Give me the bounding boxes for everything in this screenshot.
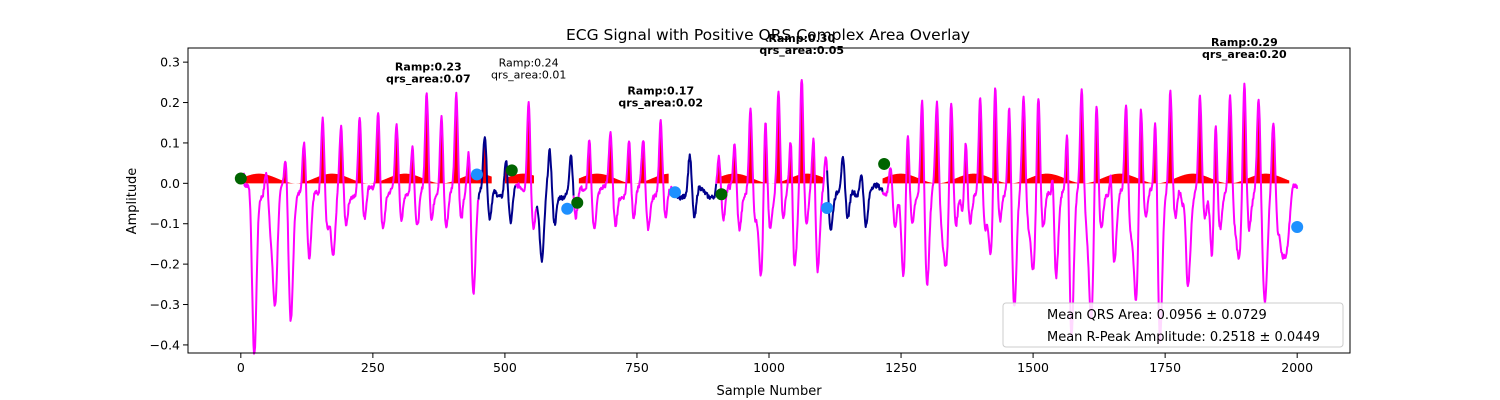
y-tick-label: −0.1 [150,216,180,231]
x-tick-label: 1250 [885,360,917,375]
qrs-offset-marker-1 [561,202,574,215]
qrs-offset-marker-0 [470,168,483,181]
ecg-signal-segment-2 [514,100,538,231]
y-tick-label: 0.0 [160,176,180,191]
ecg-signal-segment-7 [826,155,884,231]
ecg-signal-segment-3 [535,148,575,263]
x-tick-label: 250 [361,360,385,375]
peak-annotation-ramp-1: Ramp:0.24 [499,56,559,69]
peak-annotation-area-1: qrs_area:0.01 [491,68,566,81]
y-tick-label: −0.2 [150,257,180,272]
qrs-marker-layer [234,157,1304,233]
ecg-signal-segment-6 [715,78,829,277]
x-axis-label: Sample Number [716,384,822,399]
x-tick-label: 750 [625,360,649,375]
legend-entry-mean-r-peak-amplitude: Mean R-Peak Amplitude: 0.2518 ± 0.0449 [1047,330,1320,345]
peak-annotation-area-4: qrs_area:0.20 [1202,48,1287,61]
qrs-onset-marker-4 [878,157,891,170]
qrs-offset-marker-2 [668,186,681,199]
peak-annotation-ramp-2: Ramp:0.17 [627,85,694,98]
qrs-area-fill-2 [578,119,669,184]
legend-entry-mean-qrs-area: Mean QRS Area: 0.0956 ± 0.0729 [1047,308,1267,323]
peak-annotation-ramp-0: Ramp:0.23 [395,60,462,73]
peak-annotation-layer: Ramp:0.23qrs_area:0.07Ramp:0.24qrs_area:… [386,32,1287,110]
peak-annotation-ramp-3: Ramp:0.30 [768,32,835,45]
peak-annotation-ramp-4: Ramp:0.29 [1211,36,1278,49]
qrs-onset-marker-3 [715,188,728,201]
qrs-onset-marker-1 [505,164,518,177]
ecg-signal-segment-5 [673,153,718,219]
y-axis-ticks: −0.4 −0.3 −0.2 −0.1 0.0 0.1 0.2 0.3 [150,55,188,352]
y-axis-label: Amplitude [125,168,140,235]
ecg-signal-segment-0 [239,91,480,355]
peak-annotation-area-0: qrs_area:0.07 [386,72,471,85]
qrs-offset-marker-4 [1291,220,1304,233]
y-tick-label: −0.3 [150,297,180,312]
qrs-area-fill-0 [240,92,492,184]
x-tick-label: 0 [237,360,245,375]
legend-box [1002,302,1344,348]
ecg-signal-segment-1 [477,136,517,225]
x-tick-label: 1500 [1017,360,1049,375]
chart-title: ECG Signal with Positive QRS Complex Are… [566,26,970,44]
qrs-onset-marker-0 [234,172,247,185]
y-tick-label: 0.3 [160,55,180,70]
x-axis-ticks: 0 250 500 750 1000 1250 1500 1750 2000 [237,353,1313,375]
x-tick-label: 500 [493,360,517,375]
x-tick-label: 2000 [1281,360,1313,375]
x-tick-label: 1750 [1149,360,1181,375]
legend: Mean QRS Area: 0.0956 ± 0.0729 Mean R-Pe… [1002,302,1344,348]
y-tick-label: 0.2 [160,95,180,110]
peak-annotation-area-3: qrs_area:0.05 [759,44,844,57]
ecg-signal-segment-4 [572,118,675,232]
peak-annotation-area-2: qrs_area:0.02 [618,97,703,110]
qrs-offset-marker-3 [821,201,834,214]
y-tick-label: −0.4 [150,337,180,352]
y-tick-label: 0.1 [160,135,180,150]
qrs-onset-marker-2 [571,196,584,209]
x-tick-label: 1000 [753,360,785,375]
